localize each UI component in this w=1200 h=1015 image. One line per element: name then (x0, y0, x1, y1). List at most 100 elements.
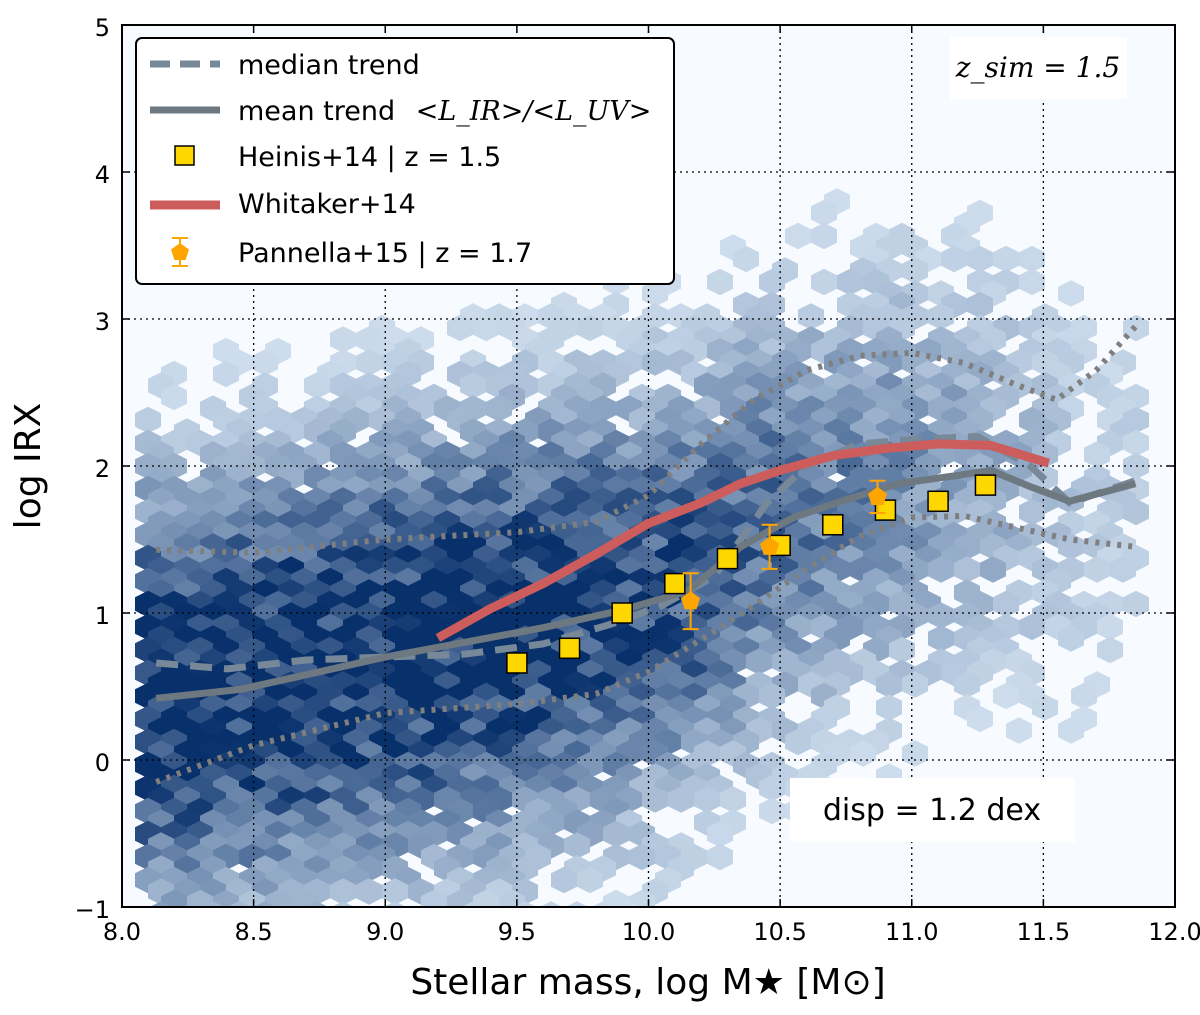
hexbin-cell (1084, 556, 1110, 583)
hexbin-cell (928, 625, 954, 652)
hexbin-cell (135, 406, 161, 434)
hexbin-cell (473, 913, 499, 940)
hexbin-cell (1006, 717, 1032, 744)
hexbin-cell (265, 889, 291, 907)
hexbin-cell (331, 901, 355, 907)
heinis-point (822, 514, 844, 536)
hexbin-cell (941, 245, 967, 273)
y-tick-label: 4 (95, 161, 110, 189)
hexbin-cell (499, 889, 525, 907)
hexbin-cell (461, 901, 485, 907)
hexbin-cell (902, 671, 928, 698)
legend-whitaker-label: Whitaker+14 (238, 189, 416, 220)
legend: median trend mean trend <L_IR>/<L_UV> He… (135, 37, 675, 285)
hexbin-cell (617, 901, 641, 907)
hexbin-cell (759, 268, 785, 296)
hexbin-cell (187, 889, 213, 907)
heinis-point (874, 499, 897, 521)
hexbin-cell (1058, 280, 1084, 307)
x-axis-label: Stellar mass, log M★ [M⊙] (410, 962, 885, 1003)
hexbin-cell (447, 913, 473, 940)
hexbin-cell (447, 889, 473, 907)
hexbin-cell (993, 682, 1019, 710)
heinis-point (974, 474, 997, 496)
hexbin-cell (161, 913, 187, 940)
x-tick-label: 9.5 (498, 918, 536, 946)
hexbin-cell (473, 314, 499, 342)
hexbin-cell (954, 556, 980, 583)
hexbin-cell (577, 866, 603, 894)
hexbin-cell (291, 913, 317, 940)
heinis-point (611, 602, 633, 624)
pannella-point (868, 479, 887, 515)
legend-pannella-swatch (171, 237, 189, 267)
series-layer (155, 324, 1138, 785)
y-tick-label: 0 (95, 749, 110, 777)
hexbin-cell (383, 901, 407, 907)
mean-trend-line (155, 466, 1137, 702)
hexbin-cell (1123, 498, 1149, 526)
y-tick-label: 1 (95, 602, 110, 630)
hexbin-cell (876, 694, 902, 721)
hexbin-cell (694, 786, 720, 813)
hexbin-cell (850, 740, 876, 767)
hexbin-cell (759, 682, 785, 710)
hexbin-cell (252, 349, 278, 376)
hexbin-cell (889, 636, 915, 664)
y-tick-label: 5 (95, 14, 110, 42)
hexbin-cell (539, 901, 563, 907)
hexbin-cell (447, 314, 473, 342)
heinis-point (716, 547, 739, 570)
hexbin-cell (1110, 556, 1136, 583)
redshift-label: z_sim = 1.5 (955, 51, 1120, 84)
legend-heinis-label: Heinis+14 | z = 1.5 (238, 142, 501, 173)
hexbin-cell (279, 901, 303, 907)
hexbin-cell (720, 786, 746, 813)
hexbin-cell (201, 901, 225, 907)
hexbin-cell (421, 913, 447, 940)
hexbin-cell (460, 372, 486, 399)
hexbin-cell (551, 866, 577, 894)
legend-frame (135, 37, 675, 285)
hexbin-cell (967, 245, 993, 273)
hexbin-cell (317, 913, 343, 940)
hexbin-cell (707, 268, 733, 296)
legend-pannella-label: Pannella+15 | z = 1.7 (238, 238, 532, 269)
pannella-point (760, 523, 780, 570)
heinis-point (927, 490, 949, 513)
hexbin-cell (239, 889, 265, 907)
percentile-84-line (156, 324, 1138, 556)
hexbin-cell (253, 901, 277, 907)
hexbin-cell (1097, 636, 1123, 664)
dispersion-annotation: disp = 1.2 dex (790, 778, 1075, 842)
hexbin-cell (902, 257, 928, 284)
axis-ticks: 8.0 8.5 9.0 9.5 10.0 10.5 11.0 11.5 12.0 −1 0 1 2 3 4 5 (75, 14, 1200, 946)
y-tick-label: −1 (75, 896, 110, 924)
hexbin-cell (1123, 590, 1149, 618)
legend-median-label: median trend (238, 50, 420, 81)
hexbin-cell (668, 786, 694, 813)
hexbin-cell (603, 889, 629, 907)
redshift-annotation: z_sim = 1.5 (950, 37, 1127, 99)
x-tick-label: 8.5 (235, 918, 273, 946)
hexbin-cell (993, 245, 1019, 273)
x-tick-label: 11.0 (885, 918, 938, 946)
x-tick-label: 9.0 (366, 918, 404, 946)
x-tick-label: 11.5 (1017, 918, 1070, 946)
hexbin-cell (551, 913, 577, 940)
hexbin-cell (707, 820, 733, 848)
hexbin-cell (1032, 694, 1058, 721)
hexbin-cell (1019, 613, 1045, 641)
heinis-point (558, 637, 581, 660)
hexbin-cell (213, 889, 239, 907)
hexbin-cell (577, 314, 603, 342)
hexbin-cell (305, 901, 329, 907)
hexbin-cell (967, 705, 993, 733)
hexbin-cell (149, 901, 173, 907)
hexbin-cell (629, 843, 655, 871)
x-tick-label: 8.0 (103, 918, 141, 946)
hexbin-cell (1058, 717, 1084, 744)
hexbin-cell (967, 291, 993, 319)
hexbin-cell (356, 878, 382, 905)
legend-mean-math: <L_IR>/<L_UV> (416, 96, 652, 127)
